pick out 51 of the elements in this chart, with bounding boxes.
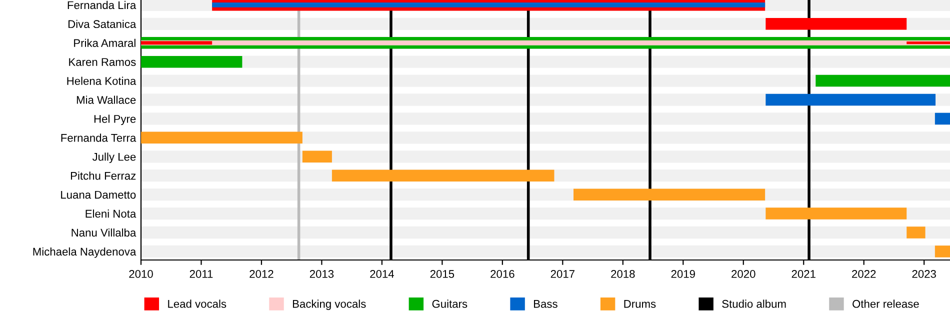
legend-label: Drums (624, 300, 656, 308)
bar (212, 2, 766, 8)
legend-label: Guitars (432, 300, 468, 308)
y-tick-label: Pitchu Ferraz (70, 172, 136, 180)
bar (141, 132, 302, 144)
y-tick-label: Helena Kotina (67, 76, 136, 85)
bar (766, 94, 936, 106)
bar (141, 40, 950, 46)
y-tick-label: Fernanda Terra (61, 134, 136, 142)
y-tick-label: Jully Lee (92, 152, 136, 163)
bar (766, 18, 907, 30)
bar (302, 150, 332, 163)
bar (574, 188, 766, 200)
bar (332, 170, 554, 182)
x-tick-label: 2011 (190, 270, 213, 278)
x-tick-label: 2023 (912, 270, 936, 278)
y-tick-label: Diva Satanica (68, 20, 136, 28)
bar (934, 246, 950, 258)
x-tick-label: 2020 (732, 270, 756, 278)
x-tick-label: 2014 (370, 270, 394, 278)
y-tick-label: Mia Wallace (76, 96, 136, 104)
bar (906, 42, 950, 44)
bar (141, 41, 212, 45)
x-tick-label: 2016 (490, 270, 514, 278)
x-tick-label: 2021 (792, 270, 816, 278)
legend-label: Backing vocals (292, 300, 366, 310)
y-tick-label: Nanu Villalba (72, 228, 136, 237)
x-tick-label: 2015 (430, 270, 454, 278)
bar (766, 208, 907, 220)
y-tick-label: Hel Pyre (94, 114, 136, 126)
x-tick-label: 2010 (129, 270, 153, 278)
y-tick-label: Prika Amaral (74, 38, 136, 47)
x-tick-label: 2012 (250, 270, 274, 278)
legend-label: Bass (534, 300, 558, 308)
bar (141, 56, 242, 68)
y-tick-label: Fernanda Lira (68, 0, 136, 10)
x-tick-label: 2019 (671, 270, 695, 278)
legend-label: Lead vocals (168, 300, 226, 308)
legend-label: Other release (852, 300, 919, 308)
y-tick-label: Luana Dametto (61, 190, 136, 199)
bar (906, 226, 926, 238)
x-tick-label: 2013 (310, 270, 334, 278)
bar (934, 112, 950, 125)
y-tick-label: Michaela Naydenova (33, 247, 136, 258)
bar (816, 74, 950, 87)
y-tick-label: Karen Ramos (69, 58, 136, 66)
legend-label: Studio album (722, 300, 786, 308)
x-tick-label: 2018 (611, 270, 635, 278)
y-tick-label: Eleni Nota (86, 210, 136, 218)
x-tick-label: 2022 (852, 270, 876, 278)
x-tick-label: 2017 (550, 270, 574, 278)
